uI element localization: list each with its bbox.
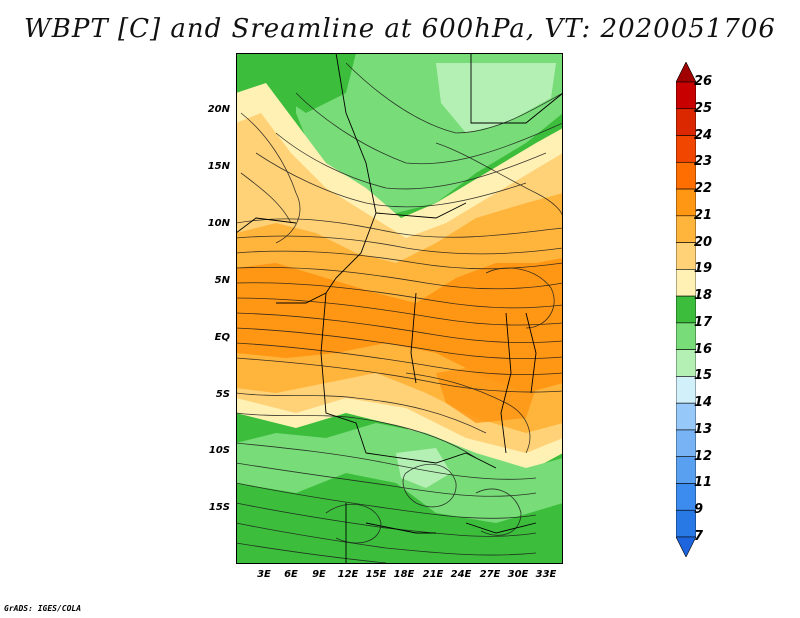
colorbar-segment — [676, 402, 696, 431]
lon-label-30e: 30E — [507, 569, 529, 580]
wbpt-south-light-patch — [396, 448, 451, 488]
colorbar-label: 22 — [694, 181, 713, 197]
lat-label-15n: 15N — [207, 161, 230, 172]
lon-label-21e: 21E — [422, 569, 444, 580]
colorbar-segment — [676, 215, 696, 243]
lat-label-10n: 10N — [207, 218, 230, 229]
colorbar-bottom-arrow — [676, 536, 696, 557]
colorbar-segment — [676, 295, 696, 324]
colorbar-segment — [676, 429, 696, 458]
wbpt-north-pale — [436, 63, 556, 133]
colorbar-label: 23 — [694, 154, 713, 170]
lon-label-27e: 27E — [479, 569, 501, 580]
lat-label-15s: 15S — [208, 502, 230, 513]
wbpt-orange-dark — [236, 258, 563, 393]
colorbar-label: 9 — [694, 502, 704, 518]
colorbar-label: 7 — [694, 529, 704, 544]
chart-title: WBPT [C] and Sreamline at 600hPa, VT: 20… — [24, 14, 776, 44]
colorbar — [676, 62, 696, 557]
colorbar-segment — [676, 322, 696, 350]
colorbar-segment — [676, 456, 696, 484]
colorbar-segment — [676, 188, 696, 217]
colorbar-label: 26 — [694, 74, 713, 89]
colorbar-label: 14 — [694, 395, 713, 411]
colorbar-segment — [676, 509, 696, 538]
lat-label-10s: 10S — [208, 445, 230, 456]
colorbar-label: 12 — [694, 448, 713, 464]
colorbar-label: 11 — [694, 475, 713, 491]
colorbar-label: 13 — [694, 421, 713, 437]
colorbar-label: 15 — [694, 368, 713, 384]
colorbar-segment — [676, 376, 696, 404]
lon-label-15e: 15E — [365, 569, 387, 580]
colorbar-segment — [676, 483, 696, 511]
lon-label-3e: 3E — [257, 569, 271, 580]
colorbar-label: 17 — [694, 314, 713, 330]
colorbar-segment — [676, 108, 696, 136]
colorbar-segment — [676, 349, 696, 377]
map-panel — [236, 53, 563, 564]
lat-label-5n: 5N — [214, 275, 230, 286]
colorbar-label: 18 — [694, 288, 713, 304]
lon-label-9e: 9E — [312, 569, 326, 580]
grads-credit: GrADS: IGES/COLA — [4, 604, 82, 613]
colorbar-segment — [676, 242, 696, 270]
lat-label-5s: 5S — [215, 389, 230, 400]
lon-label-12e: 12E — [337, 569, 359, 580]
colorbar-segment — [676, 81, 696, 110]
wbpt-orange-dark-east — [436, 363, 536, 423]
colorbar-label: 16 — [694, 341, 713, 357]
colorbar-segment — [676, 161, 696, 190]
colorbar-segment — [676, 135, 696, 163]
country-borders — [236, 53, 563, 564]
wbpt-south-dark — [236, 473, 563, 564]
wbpt-northwest-dark — [266, 53, 356, 113]
colorbar-top-arrow — [676, 62, 696, 83]
colorbar-label: 21 — [694, 207, 713, 223]
lon-label-24e: 24E — [450, 569, 472, 580]
colorbar-label: 25 — [694, 100, 713, 116]
lon-label-18e: 18E — [393, 569, 415, 580]
lat-label-eq: EQ — [214, 332, 230, 343]
lat-label-20n: 20N — [207, 104, 230, 115]
colorbar-label: 20 — [694, 234, 713, 250]
streamlines — [236, 62, 563, 564]
colorbar-label: 24 — [694, 127, 713, 143]
map-frame — [236, 53, 563, 564]
colorbar-label: 19 — [694, 261, 713, 277]
colorbar-segment — [676, 269, 696, 297]
lon-label-6e: 6E — [284, 569, 298, 580]
lon-label-33e: 33E — [535, 569, 557, 580]
